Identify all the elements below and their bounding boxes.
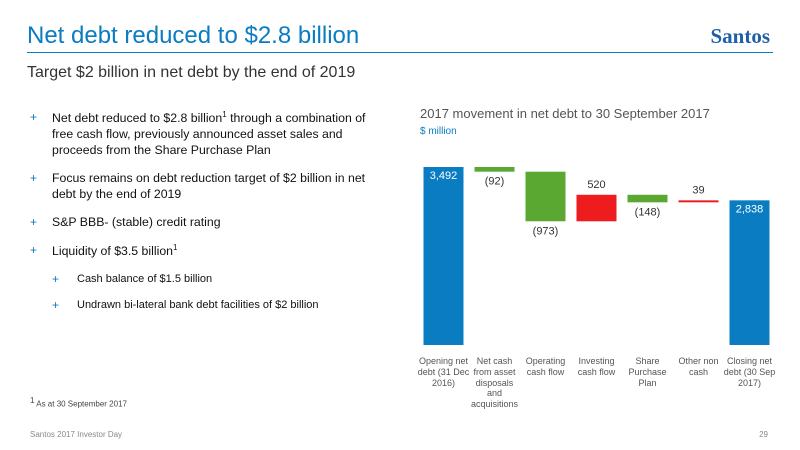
value-label: (973) [533,225,559,237]
value-label: 39 [692,184,704,196]
bar [678,200,719,203]
bullet-text: Liquidity of $3.5 billion [52,244,173,259]
bullet-text: Undrawn bi-lateral bank debt facilities … [77,299,319,312]
bullet-text: Focus remains on debt reduction target o… [52,171,366,202]
title-rule [27,52,773,53]
value-label: (92) [485,176,505,188]
category-label: Operating cash flow [525,356,566,377]
footnote: 1 As at 30 September 2017 [30,396,127,409]
footer-text: Santos 2017 Investor Day [30,430,123,439]
bullet-list: Net debt reduced to $2.8 billion1 throug… [30,110,375,325]
sub-bullet: Undrawn bi-lateral bank debt facilities … [52,298,375,314]
bullet-text: Net debt reduced to $2.8 billion [52,111,223,126]
bar [627,194,668,203]
chart-subtitle: $ million [420,126,457,137]
logo: Santos [710,24,770,48]
value-label: (148) [635,206,661,218]
category-label: Closing net debt (30 Sep 2017) [723,356,776,388]
bar [525,171,566,222]
category-label: Opening net debt (31 Dec 2016) [417,356,470,388]
superscript: 1 [30,396,35,405]
category-label: Share Purchase Plan [628,356,667,388]
bar [423,167,464,345]
bullet-text: through a combination of free cash flow,… [52,111,366,158]
bullet: S&P BBB- (stable) credit rating [30,215,375,231]
superscript: 1 [173,243,178,252]
bullet: Net debt reduced to $2.8 billion1 throug… [30,110,375,159]
bullet: Liquidity of $3.5 billion1 Cash balance … [30,243,375,314]
value-label: 520 [587,179,605,191]
superscript: 1 [222,110,227,119]
footnote-text: As at 30 September 2017 [34,399,127,409]
category-label: Net cash from asset disposals and acquis… [470,356,519,410]
category-label: Other non cash [678,356,719,377]
bar [474,167,515,172]
sub-bullet-list: Cash balance of $1.5 billion Undrawn bi-… [52,272,375,314]
bar [576,194,617,222]
bar [729,200,770,345]
bullet: Focus remains on debt reduction target o… [30,171,375,203]
slide-subtitle: Target $2 billion in net debt by the end… [27,64,356,81]
page-number: 29 [759,430,768,439]
sub-bullet: Cash balance of $1.5 billion [52,272,375,288]
chart-title: 2017 movement in net debt to 30 Septembe… [420,106,710,121]
value-label: 2,838 [736,203,764,215]
bullet-text: S&P BBB- (stable) credit rating [52,215,221,230]
slide-title: Net debt reduced to $2.8 billion [27,22,360,49]
value-label: 3,492 [430,170,458,182]
bullet-text: Cash balance of $1.5 billion [77,273,213,286]
category-label: Investing cash flow [577,356,616,377]
